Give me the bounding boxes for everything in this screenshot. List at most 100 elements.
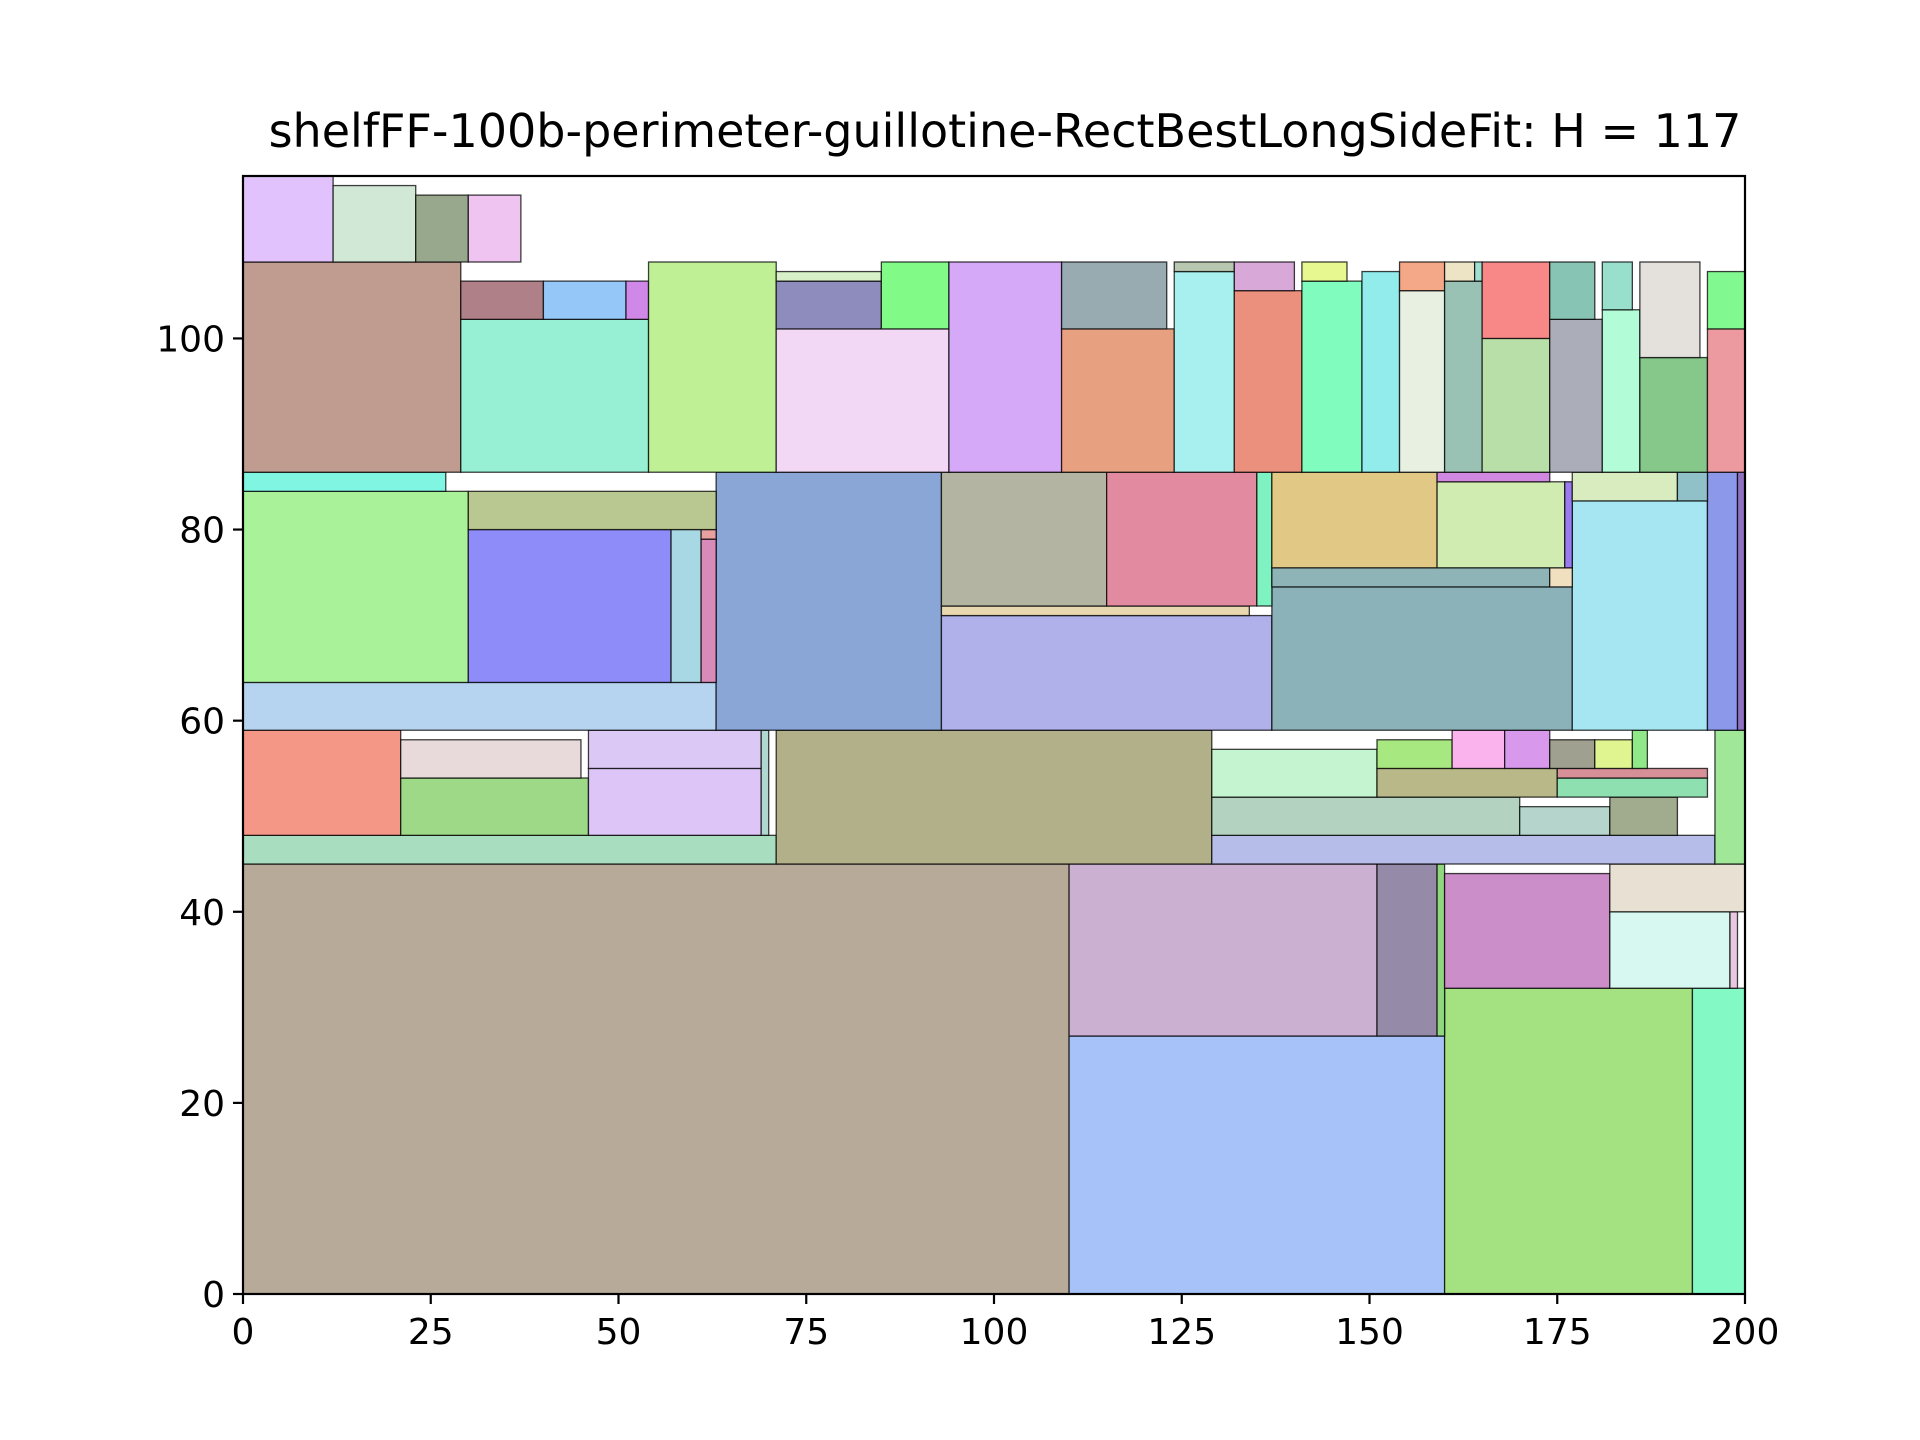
packed-rect-7 xyxy=(1443,872,1611,989)
packed-rect-98 xyxy=(467,194,522,263)
packed-rect-41 xyxy=(242,490,469,684)
packed-rect-61 xyxy=(460,318,650,473)
packed-rect-83 xyxy=(1443,261,1476,282)
packed-rect-51 xyxy=(1256,471,1273,607)
packed-rect-53 xyxy=(1549,567,1573,588)
packed-rect-84 xyxy=(1473,261,1483,282)
packed-rect-35 xyxy=(715,471,943,731)
packed-rect-6 xyxy=(1436,863,1446,1037)
y-tick-label: 100 xyxy=(156,319,225,360)
packed-rect-64 xyxy=(625,280,650,320)
packed-rect-79 xyxy=(1361,270,1401,473)
packed-rect-66 xyxy=(775,328,950,473)
packed-rect-68 xyxy=(775,270,883,282)
packed-rect-45 xyxy=(700,528,717,540)
packed-rect-33 xyxy=(1631,729,1649,770)
packed-rect-0 xyxy=(242,863,1070,1295)
packed-rect-38 xyxy=(1571,500,1709,731)
packed-rect-94 xyxy=(1706,270,1746,330)
packed-rect-67 xyxy=(775,280,883,330)
packed-rect-29 xyxy=(1451,729,1506,770)
packed-rect-13 xyxy=(1211,834,1716,865)
x-tick-label: 75 xyxy=(783,1312,829,1353)
packed-rect-19 xyxy=(587,729,762,770)
packed-rect-55 xyxy=(1436,481,1566,569)
packed-rect-77 xyxy=(1301,280,1363,473)
plot-area xyxy=(241,174,1747,1296)
packed-rect-39 xyxy=(1706,471,1739,731)
packed-rect-82 xyxy=(1443,280,1483,473)
packed-rect-75 xyxy=(1233,290,1303,473)
packed-rect-11 xyxy=(242,834,777,865)
chart-title: shelfFF-100b-perimeter-guillotine-RectBe… xyxy=(269,104,1742,158)
packed-rect-32 xyxy=(1594,739,1634,770)
packed-rect-71 xyxy=(1060,328,1175,473)
packed-rect-56 xyxy=(1564,481,1573,569)
packed-rect-78 xyxy=(1301,261,1348,282)
packed-rect-12 xyxy=(775,729,1213,865)
packed-rect-93 xyxy=(1706,328,1746,473)
packed-rect-88 xyxy=(1549,261,1596,320)
packed-rect-21 xyxy=(1211,796,1521,836)
x-tick-label: 125 xyxy=(1147,1312,1216,1353)
x-tick-label: 150 xyxy=(1335,1312,1404,1353)
packed-rect-48 xyxy=(940,605,1250,617)
packed-rect-36 xyxy=(940,614,1273,731)
packed-rect-44 xyxy=(700,538,717,684)
packed-rect-18 xyxy=(587,767,762,836)
packed-rect-73 xyxy=(1173,270,1235,473)
packed-rect-65 xyxy=(647,261,777,473)
y-tick-label: 40 xyxy=(179,893,225,934)
packed-rect-92 xyxy=(1639,261,1701,359)
packed-rect-69 xyxy=(880,261,950,330)
packed-rect-8 xyxy=(1609,911,1731,989)
packed-rect-34 xyxy=(242,681,717,731)
packed-rectangles xyxy=(242,175,1746,1295)
x-tick-label: 100 xyxy=(960,1312,1029,1353)
packed-rect-57 xyxy=(1436,471,1551,483)
packed-rect-50 xyxy=(1106,471,1258,607)
packed-rect-26 xyxy=(1556,777,1709,798)
packed-rect-90 xyxy=(1601,261,1634,311)
packed-rect-87 xyxy=(1549,318,1603,473)
packed-rect-74 xyxy=(1173,261,1235,273)
packed-rect-42 xyxy=(467,528,672,684)
packed-rect-58 xyxy=(1571,471,1679,502)
packed-rect-25 xyxy=(1376,767,1558,798)
packed-rect-63 xyxy=(542,280,627,320)
y-tick-label: 80 xyxy=(179,511,225,552)
packed-rect-72 xyxy=(1060,261,1168,330)
packed-rect-85 xyxy=(1481,337,1551,473)
packed-rect-3 xyxy=(1691,987,1746,1295)
packed-rect-4 xyxy=(1068,863,1378,1037)
packed-rect-86 xyxy=(1481,261,1551,340)
x-tick-label: 25 xyxy=(408,1312,454,1353)
packed-rect-47 xyxy=(242,471,447,492)
packed-rect-22 xyxy=(1519,806,1611,836)
x-tick-label: 0 xyxy=(232,1312,255,1353)
x-tick-label: 175 xyxy=(1523,1312,1592,1353)
packed-rect-95 xyxy=(242,175,334,263)
packed-rect-60 xyxy=(242,261,462,473)
packed-rect-23 xyxy=(1609,796,1679,836)
y-axis: 0 20 40 60 80 100 xyxy=(156,319,243,1316)
x-tick-label: 200 xyxy=(1711,1312,1780,1353)
packed-rect-89 xyxy=(1601,309,1641,473)
packed-rect-15 xyxy=(242,729,402,836)
x-tick-label: 50 xyxy=(596,1312,642,1353)
packed-rect-62 xyxy=(460,280,545,320)
packed-rect-59 xyxy=(1676,471,1709,502)
packed-rect-24 xyxy=(1211,748,1378,798)
packed-rect-27 xyxy=(1556,767,1709,779)
packed-rect-10 xyxy=(1609,863,1746,913)
packed-rect-5 xyxy=(1376,863,1438,1037)
packed-rect-31 xyxy=(1549,739,1596,770)
packed-rect-46 xyxy=(467,490,717,531)
packed-rect-14 xyxy=(1714,729,1746,865)
packed-rect-30 xyxy=(1504,729,1551,770)
packed-rect-81 xyxy=(1398,261,1446,292)
packed-rect-2 xyxy=(1443,987,1694,1295)
packed-rect-80 xyxy=(1398,290,1446,473)
packed-rect-20 xyxy=(760,729,770,836)
packed-rect-37 xyxy=(1271,586,1573,731)
